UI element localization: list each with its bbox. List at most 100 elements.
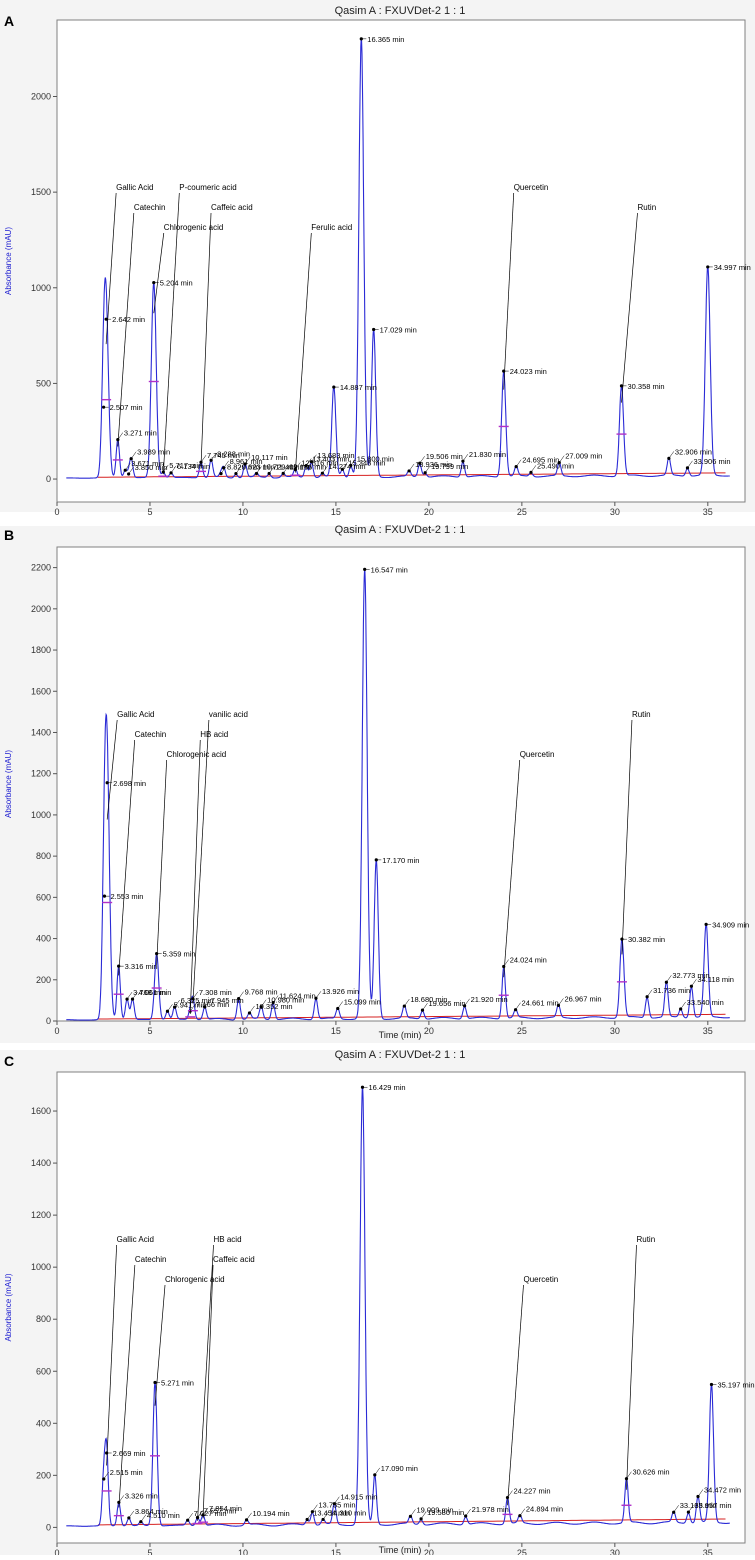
x-tick-label: 20: [424, 1548, 434, 1555]
compound-label: Quercetin: [523, 1275, 558, 1284]
peak-label: 5.204 min: [160, 279, 193, 288]
peak-label-group: 2.553 min 2.698 min 3.316 min 3.768 min4.06…: [102, 565, 749, 1015]
peak-marker: [169, 471, 173, 475]
peak-leader: [249, 1005, 255, 1014]
x-tick-label: 20: [424, 1026, 434, 1036]
peak-label: 7.308 min: [199, 988, 232, 997]
x-tick-label: 10: [238, 1026, 248, 1036]
y-tick-label: 200: [36, 975, 51, 985]
annotation-leader: [200, 212, 212, 467]
y-tick-label: 1600: [31, 686, 51, 696]
peak-label: 30.358 min: [627, 382, 664, 391]
compound-label: HB acid: [214, 1235, 242, 1244]
annotation-leader: [106, 719, 118, 820]
peak-label: 10.352 min: [255, 1002, 292, 1011]
peak-label: 3.326 min: [125, 1491, 158, 1500]
peak-leader: [666, 975, 672, 983]
x-tick-label: 0: [54, 507, 59, 517]
annotation-leader: [202, 1264, 214, 1519]
peak-label: 14.274 min: [328, 462, 365, 471]
peak-leader: [420, 1511, 427, 1520]
peak-leader: [202, 1507, 209, 1516]
peak-label: 2.515 min: [110, 1468, 143, 1477]
peak-leader: [558, 998, 564, 1006]
peak-label: 19.580 min: [427, 1508, 464, 1517]
compound-annotation-group: Gallic Acid Catechin Chlorogenic acid vanil…: [106, 710, 651, 1015]
peak-label: 32.773 min: [672, 971, 709, 980]
annotation-leader: [197, 1244, 214, 1521]
peak-leader: [130, 451, 137, 459]
y-tick-label: 800: [36, 851, 51, 861]
y-tick-label: 2000: [31, 604, 51, 614]
peak-leader: [125, 463, 131, 471]
compound-label: Chlorogenic acid: [165, 1275, 225, 1284]
peak-label: 24.024 min: [510, 955, 547, 964]
peak-label: 34.118 min: [697, 975, 734, 984]
peak-label: 31.736 min: [653, 986, 690, 995]
y-tick-label: 1800: [31, 645, 51, 655]
peak-label: 8.288 min: [217, 449, 250, 458]
peak-leader: [342, 462, 348, 470]
peak-leader: [268, 466, 275, 474]
peak-label: 27.009 min: [565, 452, 602, 461]
peak-label: 12.166 min: [289, 462, 326, 471]
x-tick-label: 10: [238, 1548, 248, 1555]
peak-label: 4.510 min: [147, 1511, 180, 1520]
peak-label: 14.310 min: [329, 1508, 366, 1517]
y-tick-label: 1400: [31, 1158, 51, 1168]
peak-marker: [244, 1518, 249, 1522]
y-tick-label: 0: [46, 474, 51, 484]
peak-label: 33.906 min: [693, 457, 730, 466]
peak-leader: [350, 458, 356, 466]
peak-leader: [680, 1001, 686, 1010]
peak-label: 24.023 min: [510, 367, 547, 376]
annotation-leader: [621, 719, 633, 955]
peak-leader: [687, 460, 693, 468]
peak-leader: [530, 465, 537, 473]
peak-label: 24.894 min: [526, 1505, 563, 1514]
peak-label: 13.926 min: [322, 987, 359, 996]
annotation-leader: [294, 232, 312, 473]
compound-label: Catechin: [135, 730, 167, 739]
peak-label: 3.864 min: [135, 1507, 168, 1516]
peak-label: 19.506 min: [426, 452, 463, 461]
annotation-leader: [106, 1244, 117, 1466]
peak-leader: [283, 466, 289, 474]
plot-area: [56, 546, 746, 1022]
y-tick-label: 500: [36, 378, 51, 388]
peak-label: 21.978 min: [472, 1505, 509, 1514]
peak-label: 9.768 min: [245, 988, 278, 997]
peak-leader: [204, 999, 210, 1008]
peak-marker: [314, 996, 318, 1000]
peak-leader: [128, 1510, 135, 1519]
peak-label: 16.429 min: [368, 1083, 405, 1092]
peak-marker: [271, 1000, 275, 1005]
peak-leader: [673, 1505, 679, 1513]
peak-leader: [668, 451, 675, 459]
peak-label: 19.009 min: [416, 1505, 453, 1514]
peak-label: 24.661 min: [522, 999, 559, 1008]
peak-leader: [244, 456, 251, 465]
compound-annotation-group: Gallic Acid Catechin Chlorogenic acid HB ac…: [106, 1235, 655, 1521]
y-tick-label: 0: [46, 1522, 51, 1532]
chart-panel-b: B Qasim A : FXUVDet-2 1 : 1 0 5 10 15 20 25 30 35…: [0, 524, 755, 1043]
peak-label: 35.197 min: [717, 1381, 754, 1390]
peak-leader: [374, 1467, 380, 1476]
peak-leader: [306, 458, 312, 466]
peak-label: 2.642 min: [112, 315, 145, 324]
peak-leader: [422, 1002, 428, 1011]
peak-label: 10.194 min: [253, 1509, 290, 1518]
peak-label: 11.624 min: [279, 992, 316, 1001]
plot-area: [56, 1071, 746, 1544]
peak-leader: [167, 1004, 173, 1012]
peak-leader: [246, 1512, 252, 1521]
compound-annotation-group: Gallic Acid Catechin Chlorogenic acid P-cou…: [105, 183, 656, 475]
peak-marker: [165, 1009, 170, 1013]
compound-label: P-coumeric acid: [179, 183, 236, 192]
x-tick-label: 25: [517, 507, 527, 517]
peak-label: 7.027 min: [194, 1509, 227, 1518]
peak-label: 9.623 min: [242, 463, 275, 472]
peak-leader: [170, 465, 177, 474]
peak-marker: [139, 1520, 143, 1524]
